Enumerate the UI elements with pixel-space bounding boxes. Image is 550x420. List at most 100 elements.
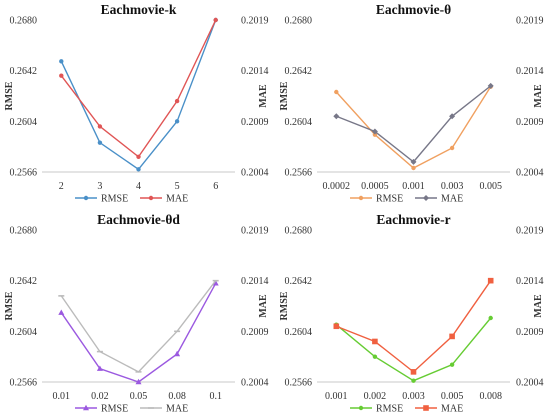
legend-label-mae: MAE [166,404,188,415]
y-tick-label-left: 0.2566 [285,168,313,179]
y-tick-label-left: 0.2604 [285,327,313,338]
data-point-mae [410,369,417,375]
data-point-mae [449,333,455,340]
y-axis-title-right: MAE [533,294,544,318]
legend-marker-mae [423,195,429,201]
legend-label-rmse: RMSE [376,194,403,205]
data-point-rmse [411,378,416,383]
legend-marker-rmse [358,405,364,411]
y-tick-label-right: 0.2009 [241,327,269,338]
legend-marker-mae [423,405,429,411]
legend-marker-rmse [83,195,89,201]
chart-title: Eachmovie-r [376,212,450,227]
x-tick-label: 0.005 [479,181,502,192]
data-point-mae [410,158,417,165]
y-axis-title-left: RMSE [279,81,290,110]
legend-label-mae: MAE [441,194,463,205]
y-tick-label-right: 0.2009 [516,117,544,128]
y-tick-label-left: 0.2642 [10,66,38,77]
x-tick-label: 0.05 [130,391,148,402]
chart-panel-3: Eachmovie-θd 0.2566 0.2604 0.2642 0.2680 0.20… [4,212,269,415]
y-axis-title-left: RMSE [4,291,15,320]
x-tick-label: 0.003 [402,391,425,402]
x-tick-label: 0.002 [364,391,387,402]
legend-label-mae: MAE [166,194,188,205]
data-point-rmse [96,365,103,371]
data-point-rmse [411,165,416,171]
x-tick-label: 0.01 [53,391,71,402]
y-tick-label-right: 0.2019 [241,226,269,237]
y-tick-label-right: 0.2014 [516,66,544,77]
data-point-mae [449,113,456,120]
data-point-rmse [59,59,64,64]
y-tick-label-left: 0.2642 [285,276,313,287]
data-point-rmse [97,140,103,145]
x-tick-label: 0.0002 [323,181,351,192]
data-point-mae [371,128,378,135]
series-line-rmse [60,19,217,171]
y-tick-label-left: 0.2642 [10,276,38,287]
y-tick-label-right: 0.2004 [241,168,269,179]
data-point-mae [487,277,494,284]
series-line-mae [336,280,492,373]
chart-title: Eachmovie-θd [97,212,180,227]
data-point-mae [333,323,340,330]
x-tick-label: 0.001 [325,391,348,402]
legend-marker-mae [148,195,154,201]
data-point-rmse [135,378,142,385]
data-point-rmse [372,354,378,359]
y-tick-label-right: 0.2019 [516,226,544,237]
legend-label-mae: MAE [441,404,463,415]
x-tick-label: 0.008 [479,391,502,402]
y-tick-label-left: 0.2642 [285,66,313,77]
data-point-mae [372,338,378,345]
y-axis-title-right: MAE [533,84,544,108]
x-tick-label: 6 [213,181,218,192]
y-tick-label-left: 0.2680 [285,226,313,237]
data-point-rmse [449,362,455,367]
legend-label-rmse: RMSE [101,404,128,415]
data-point-rmse [334,89,339,95]
y-tick-label-right: 0.2019 [516,16,544,27]
chart-panel-1: Eachmovie-k 0.2566 0.2604 0.2642 0.2680 0.200… [4,2,269,205]
y-tick-label-right: 0.2004 [516,168,544,179]
y-tick-label-right: 0.2014 [516,276,544,287]
data-point-mae [333,113,340,120]
y-tick-label-left: 0.2680 [10,226,38,237]
series-line-rmse [60,282,217,383]
x-tick-label: 0.001 [402,181,425,192]
data-point-rmse [488,315,493,321]
y-tick-label-left: 0.2604 [285,117,313,128]
x-tick-label: 0.1 [209,391,222,402]
y-axis-title-left: RMSE [279,291,290,320]
series-line-mae [60,19,217,158]
data-point-rmse [449,145,455,151]
x-tick-label: 4 [136,181,141,192]
y-tick-label-right: 0.2014 [241,66,269,77]
y-tick-label-right: 0.2004 [241,378,269,389]
data-point-mae [97,124,103,129]
legend-marker-rmse [83,404,89,411]
x-tick-label: 5 [175,181,180,192]
y-tick-label-left: 0.2680 [285,16,313,27]
x-tick-label: 3 [97,181,102,192]
y-axis-title-right: MAE [258,294,269,318]
data-point-mae [174,98,180,104]
data-point-mae [136,154,141,159]
y-axis-title-right: MAE [258,84,269,108]
chart-title: Eachmovie-k [101,2,177,17]
data-point-rmse [174,119,180,124]
y-tick-label-left: 0.2680 [10,16,38,27]
y-tick-label-left: 0.2566 [10,168,38,179]
legend-label-rmse: RMSE [376,404,403,415]
legend-marker-rmse [358,195,364,201]
chart-title: Eachmovie-θ [376,2,451,17]
y-tick-label-right: 0.2004 [516,378,544,389]
x-tick-label: 0.0005 [361,181,389,192]
data-point-rmse [372,132,378,137]
x-tick-label: 0.003 [441,181,464,192]
y-tick-label-right: 0.2009 [516,327,544,338]
chart-panel-2: Eachmovie-θ 0.2566 0.2604 0.2642 0.2680 0.200… [279,2,544,205]
y-tick-label-right: 0.2009 [241,117,269,128]
series-line-rmse [335,86,492,169]
